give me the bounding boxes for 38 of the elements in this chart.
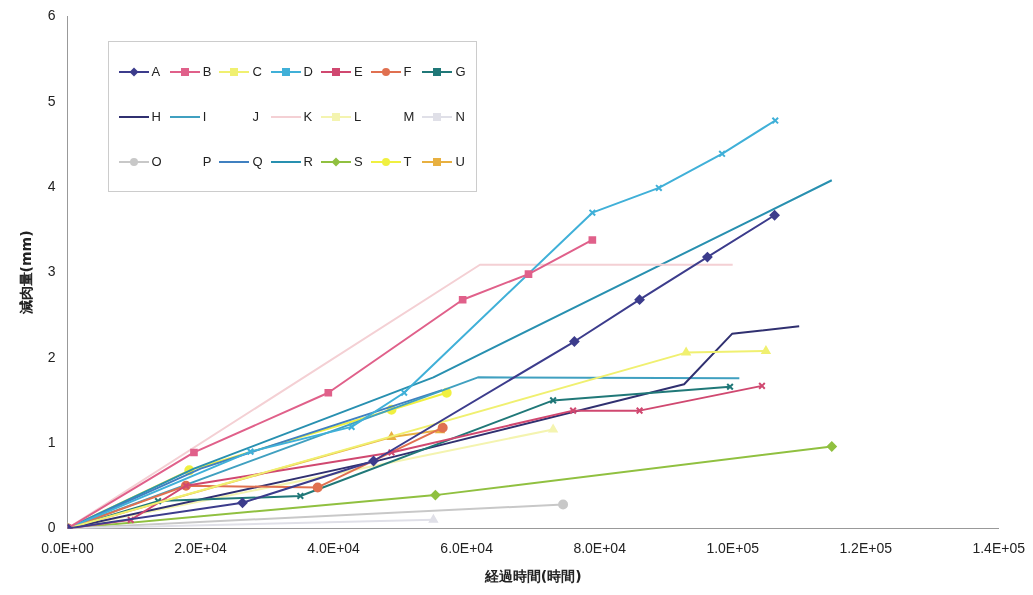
y-tick-label: 5: [47, 92, 56, 109]
legend-label: B: [202, 64, 212, 80]
y-tick-label: 0: [47, 519, 56, 536]
legend-label: E: [353, 64, 363, 80]
legend-label: U: [455, 154, 465, 170]
y-axis-title: 減肉量(mm): [18, 230, 35, 316]
y-tick-label: 1: [47, 433, 56, 450]
text: J: [252, 109, 259, 125]
y-tick-label: 3: [47, 263, 56, 280]
x-tick-label: 4.0E+04: [307, 539, 361, 556]
legend-label: A: [151, 64, 161, 80]
legend-label: C: [252, 64, 262, 80]
legend-label: S: [353, 154, 363, 170]
y-tick-label: 6: [47, 7, 56, 24]
legend-label: D: [303, 64, 313, 80]
text: M: [403, 109, 415, 125]
x-tick-label: 1.4E+05: [972, 539, 1026, 556]
legend-label: N: [455, 109, 465, 125]
x-axis-title: 経過時間(時間): [483, 568, 582, 585]
x-tick-label: 6.0E+04: [440, 539, 494, 556]
legend-label: H: [151, 109, 161, 125]
legend-label: F: [403, 64, 412, 80]
x-tick-label: 0.0E+00: [41, 539, 95, 556]
legend-label: I: [202, 109, 207, 125]
y-tick-label: 4: [47, 177, 56, 194]
legend-label: R: [303, 154, 313, 170]
x-tick-label: 8.0E+04: [573, 539, 627, 556]
x-tick-label: 2.0E+04: [174, 539, 228, 556]
legend-label: K: [303, 109, 313, 125]
x-tick-label: 1.0E+05: [706, 539, 760, 556]
legend-label: O: [151, 154, 162, 170]
legend-label: G: [455, 64, 466, 80]
legend-label: Q: [252, 154, 263, 170]
text: P: [202, 154, 212, 170]
y-tick-label: 2: [47, 348, 56, 365]
legend-label: L: [353, 109, 362, 125]
x-tick-label: 1.2E+05: [839, 539, 893, 556]
legend-label: T: [403, 154, 412, 170]
